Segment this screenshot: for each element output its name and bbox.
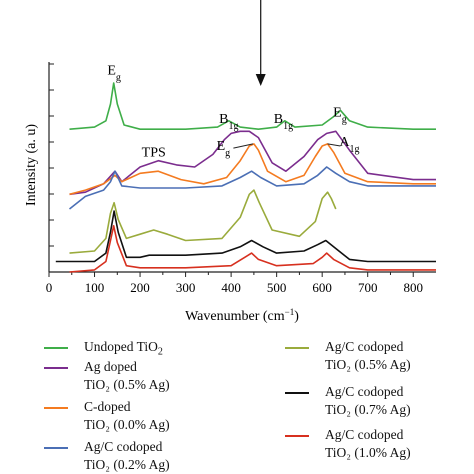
legend-label: Undoped TiO [84, 339, 158, 354]
series-line-1 [69, 130, 436, 196]
peak-annotation: Eg [217, 139, 231, 159]
series-line-3 [69, 166, 436, 210]
legend-swatch [285, 435, 309, 437]
legend-label: C-doped [84, 399, 131, 414]
series-line-4 [69, 189, 337, 254]
series-line-0 [69, 82, 436, 130]
legend-label: Ag/C codoped [84, 439, 163, 454]
legend-label: Ag/C codoped [325, 384, 404, 399]
peak-annotation: A1g [339, 135, 359, 155]
legend-swatch [44, 347, 68, 349]
legend-swatch [44, 367, 68, 369]
legend-swatch [44, 407, 68, 409]
y-axis-label: Intensity (a. u) [24, 124, 39, 206]
x-tick-label: 100 [85, 280, 105, 295]
legend-swatch [285, 392, 309, 394]
x-tick-label: 700 [358, 280, 378, 295]
x-tick-label: 400 [221, 280, 241, 295]
x-tick-label: 0 [46, 280, 53, 295]
legend-label: Ag/C codoped [325, 339, 404, 354]
series-line-2 [69, 143, 436, 196]
peak-annotation: B1g [274, 112, 293, 131]
peak-annotation: TPS [142, 146, 166, 161]
series-layer [55, 82, 436, 273]
annotation-leader [233, 143, 254, 149]
x-tick-label: 500 [267, 280, 287, 295]
legend-label-detail: TiO₂ (0.2% Ag) [84, 457, 170, 472]
x-tick-label: 600 [312, 280, 332, 295]
legend-label: Ag doped [84, 359, 137, 374]
x-axis-label: Wavenumber (cm−1) [185, 307, 299, 324]
legend-label-detail: TiO₂ (0.5% Ag) [325, 357, 411, 372]
x-tick-label: 200 [130, 280, 150, 295]
legend-label-detail: TiO₂ (1.0% Ag) [325, 445, 411, 460]
legend-swatch [285, 347, 309, 349]
legend-label-detail: TiO₂ (0.5% Ag) [84, 377, 170, 392]
peak-annotation: Eg [333, 106, 347, 126]
annotation-layer: Eg B1g B1g Eg TPS Eg A1g [107, 0, 360, 161]
x-tick-label: 800 [403, 280, 423, 295]
x-tick-label: 300 [176, 280, 196, 295]
legend-label-detail: TiO₂ (0.0% Ag) [84, 417, 170, 432]
legend-swatch [44, 447, 68, 449]
series-line-5 [55, 210, 436, 263]
legend-label: Ag/C codoped [325, 427, 404, 442]
legend-label-detail: TiO₂ (0.7% Ag) [325, 402, 411, 417]
peak-annotation: Eg [107, 64, 121, 84]
peak-annotation: B1g [219, 112, 238, 131]
arrow-head [255, 74, 266, 86]
chart-axes: 0 100 200 300 400 500 600 700 800 [46, 62, 436, 295]
series-line-6 [69, 225, 436, 273]
annotation-leader [327, 143, 341, 147]
legend: Undoped TiO2 Ag doped TiO₂ (0.5% Ag) C-dope… [0, 338, 474, 474]
